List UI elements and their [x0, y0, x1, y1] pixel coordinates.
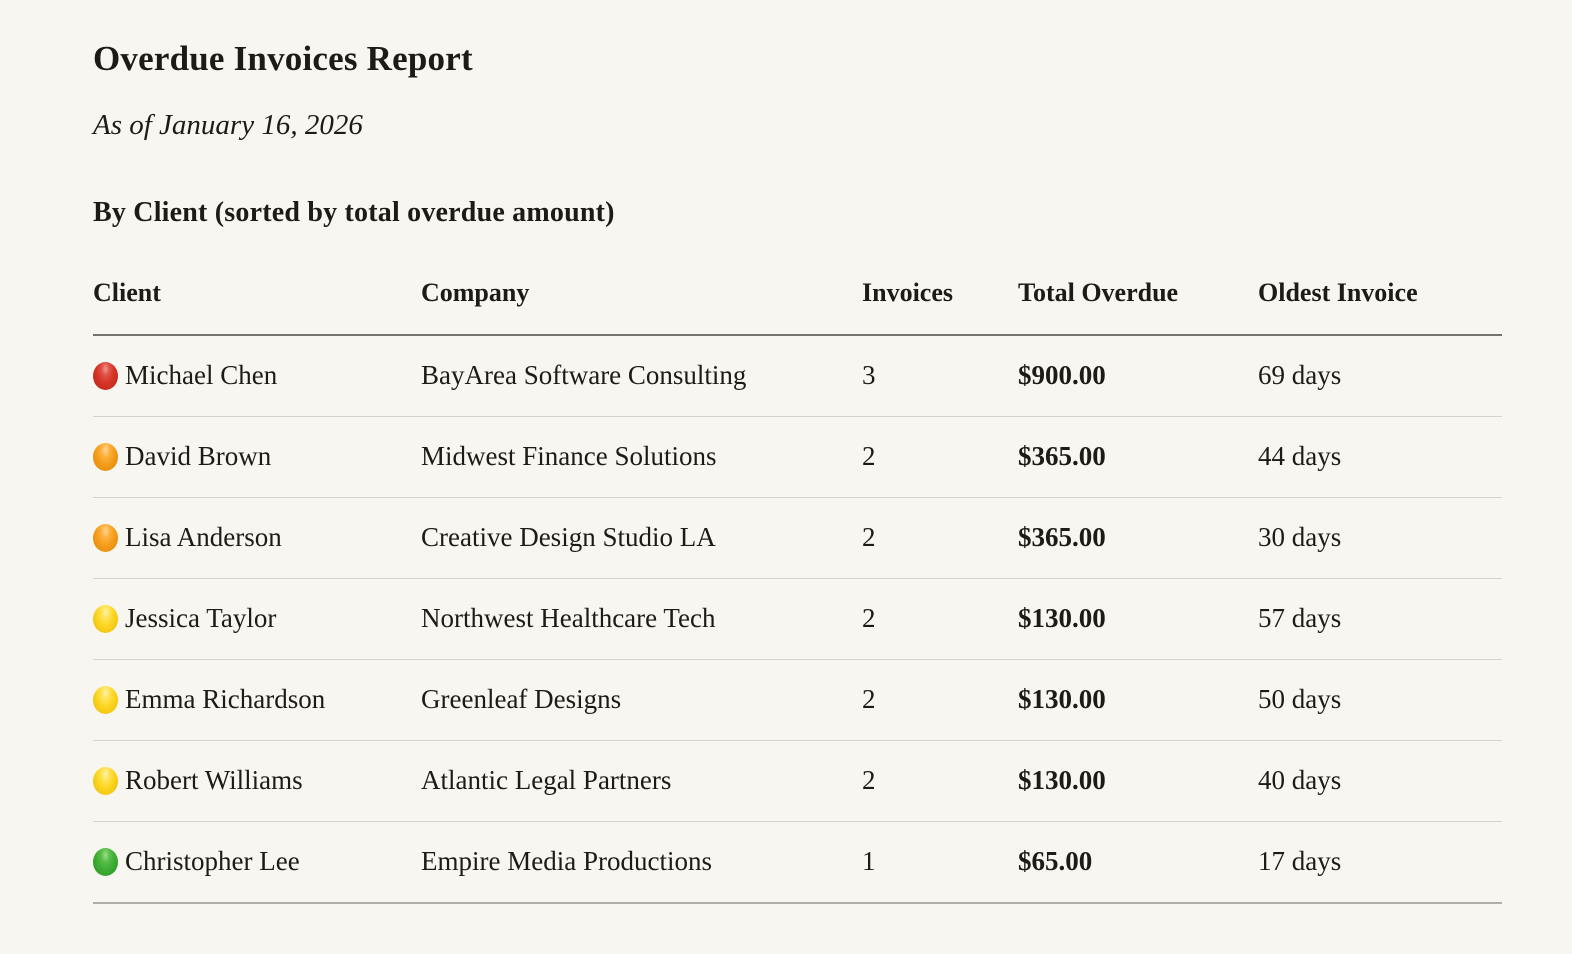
status-dot-icon: [93, 766, 118, 795]
total-overdue-cell: $365.00: [1018, 441, 1106, 472]
invoices-count-cell: 2: [862, 684, 876, 715]
company-cell: Midwest Finance Solutions: [421, 441, 717, 472]
oldest-invoice-cell: 57 days: [1258, 603, 1342, 634]
total-overdue-cell: $365.00: [1018, 522, 1106, 553]
company-cell: Greenleaf Designs: [421, 684, 622, 715]
oldest-invoice-cell: 69 days: [1258, 360, 1342, 391]
client-cell: Robert Williams: [93, 765, 421, 796]
invoices-count-cell: 3: [862, 360, 876, 391]
column-header-total-overdue: Total Overdue: [1018, 278, 1179, 308]
status-dot-icon: [93, 442, 118, 471]
table-row: David Brown Midwest Finance Solutions 2 …: [93, 417, 1502, 498]
total-overdue-cell: $65.00: [1018, 846, 1093, 877]
client-cell: Christopher Lee: [93, 846, 421, 877]
company-cell: BayArea Software Consulting: [421, 360, 747, 391]
table-row: Christopher Lee Empire Media Productions…: [93, 822, 1502, 904]
page-title: Overdue Invoices Report: [93, 39, 473, 78]
status-dot-icon: [93, 847, 118, 876]
client-name: Michael Chen: [125, 360, 278, 391]
column-header-company: Company: [421, 278, 530, 308]
table-row: Lisa Anderson Creative Design Studio LA …: [93, 498, 1502, 579]
invoices-count-cell: 2: [862, 441, 876, 472]
client-cell: Emma Richardson: [93, 684, 421, 715]
oldest-invoice-cell: 30 days: [1258, 522, 1342, 553]
client-cell: Michael Chen: [93, 360, 421, 391]
total-overdue-cell: $130.00: [1018, 684, 1106, 715]
status-dot-icon: [93, 685, 118, 714]
report-page: Overdue Invoices Report As of January 16…: [93, 39, 1502, 904]
column-header-client: Client: [93, 278, 161, 308]
oldest-invoice-cell: 50 days: [1258, 684, 1342, 715]
table-row: Michael Chen BayArea Software Consulting…: [93, 336, 1502, 417]
section-heading: By Client (sorted by total overdue amoun…: [93, 196, 615, 228]
oldest-invoice-cell: 17 days: [1258, 846, 1342, 877]
client-name: Lisa Anderson: [125, 522, 282, 553]
invoices-count-cell: 1: [862, 846, 876, 877]
table-row: Jessica Taylor Northwest Healthcare Tech…: [93, 579, 1502, 660]
client-cell: Jessica Taylor: [93, 603, 421, 634]
total-overdue-cell: $130.00: [1018, 765, 1106, 796]
status-dot-icon: [93, 604, 118, 633]
client-name: Jessica Taylor: [125, 603, 277, 634]
client-name: David Brown: [125, 441, 272, 472]
status-dot-icon: [93, 523, 118, 552]
client-name: Robert Williams: [125, 765, 303, 796]
client-name: Emma Richardson: [125, 684, 326, 715]
invoices-count-cell: 2: [862, 765, 876, 796]
column-header-invoices: Invoices: [862, 278, 953, 308]
invoices-count-cell: 2: [862, 603, 876, 634]
column-header-oldest-invoice: Oldest Invoice: [1258, 278, 1418, 308]
status-dot-icon: [93, 361, 118, 390]
oldest-invoice-cell: 44 days: [1258, 441, 1342, 472]
total-overdue-cell: $900.00: [1018, 360, 1106, 391]
total-overdue-cell: $130.00: [1018, 603, 1106, 634]
company-cell: Atlantic Legal Partners: [421, 765, 672, 796]
client-cell: Lisa Anderson: [93, 522, 421, 553]
overdue-clients-table: Client Company Invoices Total Overdue Ol…: [93, 229, 1502, 904]
client-name: Christopher Lee: [125, 846, 300, 877]
report-as-of-date: As of January 16, 2026: [93, 108, 363, 141]
oldest-invoice-cell: 40 days: [1258, 765, 1342, 796]
company-cell: Northwest Healthcare Tech: [421, 603, 716, 634]
client-cell: David Brown: [93, 441, 421, 472]
table-row: Emma Richardson Greenleaf Designs 2 $130…: [93, 660, 1502, 741]
table-header-row: Client Company Invoices Total Overdue Ol…: [93, 229, 1502, 336]
company-cell: Empire Media Productions: [421, 846, 712, 877]
table-row: Robert Williams Atlantic Legal Partners …: [93, 741, 1502, 822]
company-cell: Creative Design Studio LA: [421, 522, 716, 553]
invoices-count-cell: 2: [862, 522, 876, 553]
